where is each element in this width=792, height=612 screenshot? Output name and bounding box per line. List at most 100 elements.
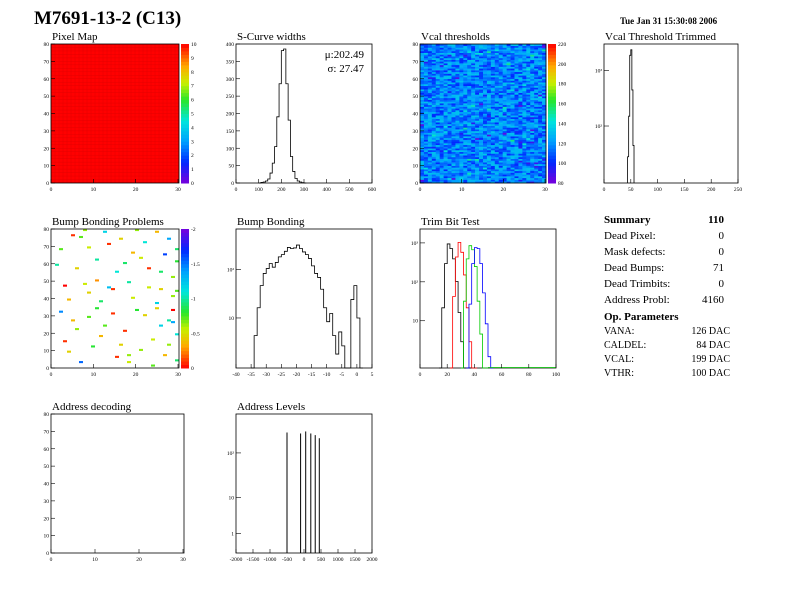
heatmap-cell: [479, 82, 484, 85]
heatmap-cell: [420, 170, 425, 173]
heatmap-cell: [471, 181, 476, 184]
heatmap-cell: [459, 83, 464, 86]
heatmap-cell: [514, 127, 519, 130]
heatmap-cell: [530, 68, 535, 71]
color-scale-cell: [548, 144, 556, 149]
heatmap-cell: [534, 174, 539, 177]
z-tick-label: 10: [191, 42, 197, 48]
heatmap-cell: [483, 50, 488, 53]
heatmap-cell: [420, 64, 425, 67]
heatmap-cell: [420, 49, 425, 52]
heatmap-cell: [471, 129, 476, 132]
heatmap-cell: [522, 94, 527, 97]
heatmap-cell: [420, 155, 425, 158]
heatmap-cell: [143, 314, 147, 317]
heatmap-cell: [490, 92, 496, 95]
heatmap-cell: [459, 61, 464, 64]
heatmap-cell: [427, 71, 433, 74]
x-tick-label: 10: [92, 557, 98, 563]
heatmap-cell: [459, 52, 464, 55]
heatmap-cell: [538, 141, 543, 144]
heatmap-cell: [427, 151, 433, 154]
heatmap-cell: [443, 127, 448, 130]
summary-label: Mask defects:: [604, 246, 666, 258]
heatmap-cell: [514, 163, 519, 166]
heatmap-cell: [435, 83, 440, 86]
heatmap-cell: [534, 75, 539, 78]
heatmap-cell: [530, 170, 535, 173]
heatmap-cell: [427, 141, 433, 144]
heatmap-cell: [542, 54, 547, 57]
heatmap-cell: [490, 167, 496, 170]
heatmap-cell: [163, 253, 167, 256]
heatmap-cell: [471, 148, 476, 151]
heatmap-cell: [423, 120, 429, 123]
heatmap-cell: [494, 108, 500, 111]
heatmap-cell: [483, 156, 488, 159]
heatmap-cell: [479, 104, 484, 107]
heatmap-cell: [518, 50, 523, 53]
heatmap-cell: [455, 49, 460, 52]
heatmap-cell: [483, 179, 488, 182]
heatmap-cell: [502, 158, 507, 161]
heatmap-cell: [542, 49, 547, 52]
chart-title: Pixel Map: [52, 31, 98, 43]
color-scale-cell: [548, 68, 556, 73]
heatmap-cell: [530, 134, 535, 137]
heatmap-cell: [530, 141, 535, 144]
heatmap-cell: [530, 99, 535, 102]
heatmap-cell: [506, 111, 511, 114]
heatmap-cell: [486, 148, 492, 151]
heatmap-cell: [518, 132, 523, 135]
heatmap-cell: [483, 120, 488, 123]
heatmap-cell: [439, 49, 444, 52]
heatmap-cell: [494, 165, 500, 168]
heatmap-cell: [119, 237, 123, 240]
heatmap-cell: [530, 136, 535, 139]
heatmap-cell: [490, 143, 496, 146]
heatmap-cell: [534, 63, 539, 66]
heatmap-cell: [467, 122, 472, 125]
x-tick-label: 40: [472, 372, 478, 378]
heatmap-cell: [526, 57, 531, 60]
heatmap-cell: [467, 52, 472, 55]
heatmap-cell: [522, 83, 527, 86]
heatmap-cell: [463, 165, 468, 168]
heatmap-cell: [490, 141, 496, 144]
heatmap-cell: [486, 68, 492, 71]
heatmap-cell: [494, 83, 500, 86]
heatmap-cell: [427, 158, 433, 161]
heatmap-cell: [506, 63, 511, 66]
y-tick-label: 0: [46, 551, 49, 557]
heatmap-cell: [427, 132, 433, 135]
heatmap-cell: [486, 176, 492, 179]
color-scale-cell: [548, 110, 556, 114]
heatmap-cell: [510, 82, 515, 85]
heatmap-cell: [431, 103, 437, 106]
heatmap-cell: [71, 319, 75, 322]
heatmap-cell: [420, 139, 425, 142]
heatmap-cell: [490, 73, 496, 76]
heatmap-cell: [506, 61, 511, 64]
heatmap-cell: [447, 83, 452, 86]
heatmap-cell: [423, 83, 429, 86]
heatmap-cell: [431, 141, 437, 144]
heatmap-cell: [159, 270, 163, 273]
heatmap-cell: [447, 116, 452, 120]
heatmap-cell: [459, 49, 464, 52]
heatmap-cell: [510, 143, 515, 146]
heatmap-cell: [486, 96, 492, 99]
heatmap-cell: [530, 174, 535, 177]
heatmap-cell: [518, 113, 523, 116]
x-tick-label: 30: [180, 557, 186, 563]
heatmap-cell: [439, 160, 444, 163]
heatmap-cell: [431, 155, 437, 158]
heatmap-cell: [490, 59, 496, 62]
heatmap-cell: [447, 113, 452, 116]
heatmap-cell: [455, 181, 460, 184]
heatmap-cell: [427, 68, 433, 71]
heatmap-cell: [439, 177, 444, 180]
x-tick-label: -40: [232, 372, 240, 378]
heatmap-cell: [443, 170, 448, 173]
